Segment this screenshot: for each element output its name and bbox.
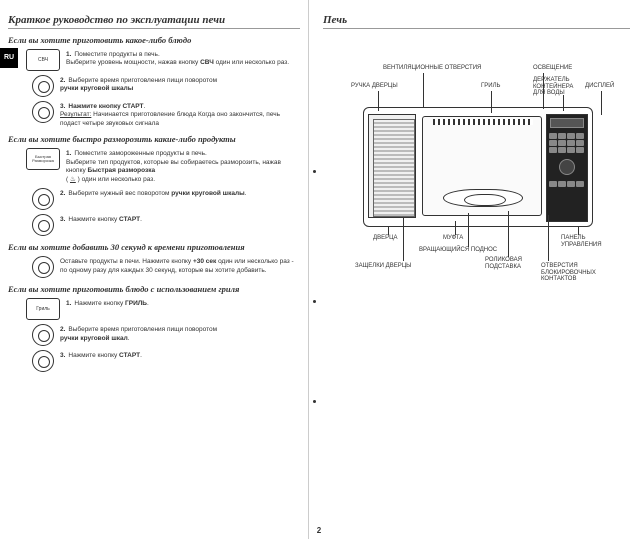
dial-icon [32, 256, 54, 278]
grill-button-icon: Гриль [26, 298, 60, 320]
sec4-step2: 2.Выберите время приготовления пищи пово… [60, 324, 300, 346]
label-door: ДВЕРЦА [373, 235, 398, 242]
dial-icon [32, 75, 54, 97]
grill-element-icon [433, 119, 533, 125]
label-coupling: МУФТА [443, 235, 463, 242]
label-latches: ЗАЩЕЛКИ ДВЕРЦЫ [355, 263, 411, 270]
oven-diagram: ВЕНТИЛЯЦИОННЫЕ ОТВЕРСТИЯ ОСВЕЩЕНИЕ РУЧКА… [323, 35, 623, 295]
turntable-icon [443, 189, 523, 207]
dial-icon [32, 188, 54, 210]
label-interlock: ОТВЕРСТИЯ БЛОКИРОВОЧНЫХ КОНТАКТОВ [541, 263, 621, 283]
left-page: RU Краткое руководство по эксплуатации п… [0, 0, 308, 539]
sec1-step3: 3.Нажмите кнопку СТАРТ. Результат: Начин… [60, 101, 300, 128]
left-title: Краткое руководство по эксплуатации печи [8, 14, 300, 29]
sec2-step2: 2.Выберите нужный вес поворотом ручки кр… [60, 188, 300, 210]
sec4-heading: Если вы хотите приготовить блюдо с испол… [8, 284, 300, 294]
sec2-heading: Если вы хотите быстро разморозить какие-… [8, 134, 300, 144]
label-panel: ПАНЕЛЬ УПРАВЛЕНИЯ [561, 235, 611, 248]
microwave-door [368, 114, 416, 218]
control-panel [546, 114, 588, 222]
dial-icon [32, 214, 54, 236]
microwave-cavity [422, 116, 542, 216]
sec2-step3: 3.Нажмите кнопку СТАРТ. [60, 214, 300, 236]
dial-icon [32, 101, 54, 123]
label-holder: ДЕРЖАТЕЛЬ КОНТЕЙНЕРА ДЛЯ ВОДЫ [533, 77, 583, 97]
language-tab: RU [0, 48, 18, 68]
microwave-body [363, 107, 593, 227]
label-display: ДИСПЛЕЙ [585, 83, 614, 90]
label-handle: РУЧКА ДВЕРЦЫ [351, 83, 398, 90]
defrost-button-icon: Быстрая Разморозка [26, 148, 60, 170]
sec1-step2: 2.Выберите время приготовления пищи пово… [60, 75, 300, 97]
control-dial-icon [559, 159, 575, 175]
page-number: 2 [317, 526, 321, 535]
label-light: ОСВЕЩЕНИЕ [533, 65, 572, 72]
right-title: Печь [323, 14, 630, 29]
sec4-step1: 1.Нажмите кнопку ГРИЛЬ. [66, 298, 300, 320]
sec1-step1: 1.Поместите продукты в печь. Выберите ур… [66, 49, 300, 71]
dial-icon [32, 324, 54, 346]
sec2-step1: 1.Поместите замороженные продукты в печь… [66, 148, 300, 184]
label-roller: РОЛИКОВАЯ ПОДСТАВКА [485, 257, 545, 270]
sec3-heading: Если вы хотите добавить 30 секунд к врем… [8, 242, 300, 252]
label-vent: ВЕНТИЛЯЦИОННЫЕ ОТВЕРСТИЯ [383, 65, 481, 72]
sec3-step1: Оставьте продукты в печи. Нажмите кнопку… [60, 256, 300, 278]
dial-icon [32, 350, 54, 372]
display-icon [550, 118, 584, 128]
right-page: Печь ВЕНТИЛЯЦИОННЫЕ ОТВЕРСТИЯ ОСВЕЩЕНИЕ … [308, 0, 638, 539]
svhc-button-icon: СВЧ [26, 49, 60, 71]
sec4-step3: 3.Нажмите кнопку СТАРТ. [60, 350, 300, 372]
label-grill: ГРИЛЬ [481, 83, 500, 90]
sec1-heading: Если вы хотите приготовить какое-либо бл… [8, 35, 300, 45]
label-tray: ВРАЩАЮЩИЙСЯ ПОДНОС [419, 247, 497, 254]
